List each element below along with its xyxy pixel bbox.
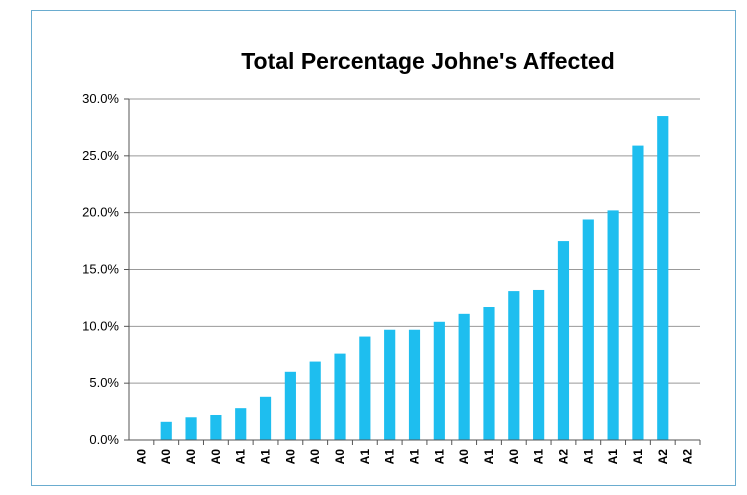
- y-axis-tick-labels: 0.0% 5.0% 10.0% 15.0% 20.0% 25.0% 30.0%: [82, 91, 119, 447]
- x-tick-label: A1: [532, 449, 546, 465]
- y-tick-label: 15.0%: [82, 262, 119, 277]
- x-axis-tick-labels: A0 A0 A0 A0 A1 A1 A0 A0 A0 A1 A1 A1 A1 A0 A1 A0 A1 A2 A1 A1…: [134, 449, 694, 465]
- y-tick-label: 0.0%: [89, 432, 119, 447]
- bar: [259, 396, 272, 440]
- bar: [284, 371, 296, 440]
- x-tick-label: A0: [134, 449, 148, 465]
- x-tick-label: A1: [259, 449, 273, 465]
- bar: [408, 329, 421, 440]
- x-tick-label: A2: [556, 449, 570, 465]
- y-tick-label: 10.0%: [82, 318, 119, 333]
- y-tick-label: 25.0%: [82, 148, 119, 163]
- x-tick-label: A1: [358, 449, 372, 465]
- bar: [359, 336, 371, 440]
- x-tick-label: A0: [507, 449, 521, 465]
- gridlines: [129, 98, 700, 384]
- bar: [533, 289, 545, 440]
- bar: [557, 241, 570, 440]
- bars: [160, 116, 669, 441]
- x-tick-label: A1: [432, 449, 446, 465]
- bar: [657, 116, 669, 441]
- bar: [632, 145, 644, 440]
- bar: [607, 210, 619, 440]
- y-tick-label: 20.0%: [82, 205, 119, 220]
- x-tick-label: A0: [283, 449, 297, 465]
- x-tick-label: A1: [606, 449, 620, 465]
- bar: [483, 307, 495, 440]
- bar: [508, 291, 520, 440]
- y-tick-label: 5.0%: [89, 375, 119, 390]
- x-tick-label: A1: [234, 449, 248, 465]
- x-tick-label: A0: [308, 449, 322, 465]
- y-tick-label: 30.0%: [82, 91, 119, 106]
- axes: [124, 98, 701, 445]
- x-tick-label: A1: [383, 449, 397, 465]
- x-tick-label: A0: [184, 449, 198, 465]
- bar: [210, 414, 222, 440]
- x-tick-label: A0: [333, 449, 347, 465]
- bar: [582, 219, 594, 440]
- bar: [384, 329, 396, 440]
- bar: [334, 353, 346, 440]
- chart-title: Total Percentage Johne's Affected: [241, 48, 615, 74]
- x-tick-label: A0: [457, 449, 471, 465]
- bar: [235, 408, 247, 440]
- x-tick-label: A0: [159, 449, 173, 465]
- bar: [185, 417, 197, 440]
- x-tick-label: A2: [656, 449, 670, 465]
- x-tick-label: A1: [482, 449, 496, 465]
- x-tick-label: A1: [581, 449, 595, 465]
- x-tick-label: A2: [681, 449, 695, 465]
- x-tick-label: A1: [408, 449, 422, 465]
- x-tick-label: A1: [631, 449, 645, 465]
- x-tick-label: A0: [209, 449, 223, 465]
- bar: [160, 421, 172, 440]
- bar: [433, 321, 445, 440]
- bar: [309, 361, 321, 440]
- bar: [458, 313, 470, 440]
